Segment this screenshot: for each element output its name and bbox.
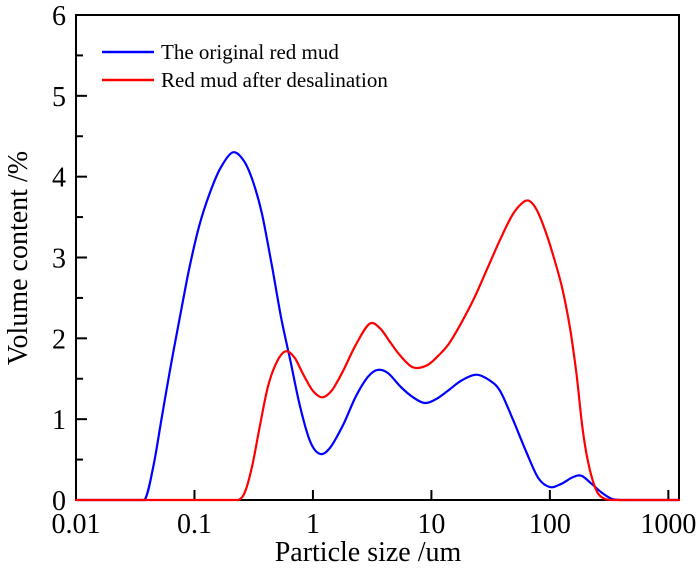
y-tick-label: 0 <box>52 486 66 517</box>
x-tick-label: 10 <box>417 509 445 540</box>
x-axis-title: Particle size /um <box>275 537 462 568</box>
series-original-red-mud-curve <box>74 151 680 502</box>
y-axis-title: Volume content /% <box>3 151 34 365</box>
y-tick-label: 3 <box>52 244 66 275</box>
y-axis-ticks: 0 1 2 3 4 5 6 <box>52 1 87 517</box>
x-tick-label: 1 <box>306 509 320 540</box>
plot-frame <box>75 14 680 501</box>
series-desalinated-red-mud-curve <box>74 199 680 502</box>
x-tick-label: 100 <box>529 509 571 540</box>
legend-label-original-red-mud: The original red mud <box>161 40 339 64</box>
legend-label-desalinated-red-mud: Red mud after desalination <box>161 68 388 92</box>
y-tick-label: 1 <box>52 405 66 436</box>
x-axis-ticks: 0.01 0.1 1 10 100 1000 <box>52 490 696 540</box>
x-tick-label: 0.1 <box>177 509 212 540</box>
x-tick-label: 1000 <box>640 509 696 540</box>
y-tick-label: 2 <box>52 324 66 355</box>
y-tick-label: 5 <box>52 82 66 113</box>
x-tick-label: 0.01 <box>52 509 101 540</box>
y-tick-label: 6 <box>52 1 66 32</box>
y-tick-label: 4 <box>52 163 66 194</box>
